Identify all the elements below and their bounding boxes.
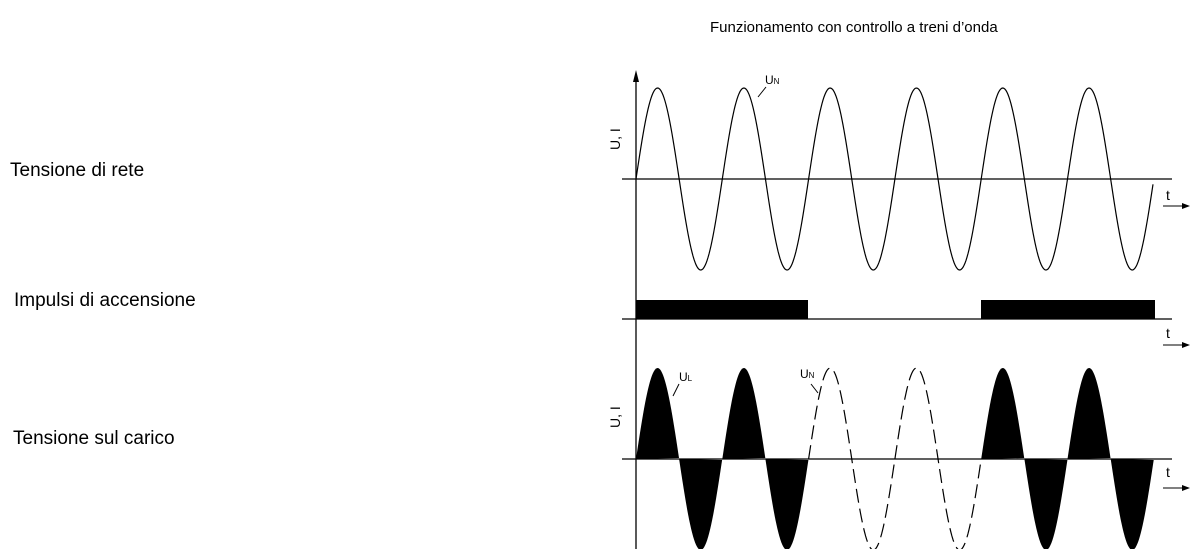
firing-pulse-block	[636, 300, 808, 319]
load-voltage-label: Tensione sul carico	[13, 428, 175, 449]
mains-vertical-arrow	[633, 70, 639, 82]
un-label-top: UN	[765, 73, 780, 87]
firing-pulses-label: Impulsi di accensione	[14, 290, 196, 311]
load-panel: U, I t UL UN	[607, 320, 1190, 549]
load-ui-axis-label: U, I	[607, 406, 623, 428]
load-t-label: t	[1166, 464, 1170, 480]
mains-ui-axis-label: U, I	[607, 128, 623, 150]
load-lobe	[981, 368, 1025, 459]
load-lobe	[636, 368, 679, 459]
load-conducting-lobes	[636, 368, 1154, 549]
mains-voltage-label: Tensione di rete	[10, 160, 145, 181]
load-lobe	[765, 459, 809, 549]
load-t-arrow-head	[1182, 485, 1190, 491]
ul-leader-line	[672, 383, 680, 397]
un-lower-leader-line	[810, 383, 819, 394]
pulses-t-arrow-head	[1182, 342, 1190, 348]
un-leader-line	[757, 86, 767, 98]
blocked-mains-dashed-curve	[808, 367, 982, 549]
load-lobe	[1110, 459, 1154, 549]
mains-t-label: t	[1166, 187, 1170, 203]
pulses-panel: t	[622, 290, 1190, 348]
diagram-title: Funzionamento con controllo a treni d’on…	[710, 19, 998, 36]
load-lobe	[722, 368, 766, 459]
mains-panel: U, I t UN	[607, 70, 1190, 290]
un-label-bottom: UN	[800, 367, 815, 381]
load-lobe	[1024, 459, 1068, 549]
load-lobe	[1067, 368, 1111, 459]
mains-t-arrow-head	[1182, 203, 1190, 209]
pulses-t-label: t	[1166, 325, 1170, 341]
ul-label: UL	[679, 370, 693, 384]
firing-pulse-block	[981, 300, 1155, 319]
load-lobe	[679, 459, 723, 549]
mains-sine-curve	[635, 87, 1154, 271]
